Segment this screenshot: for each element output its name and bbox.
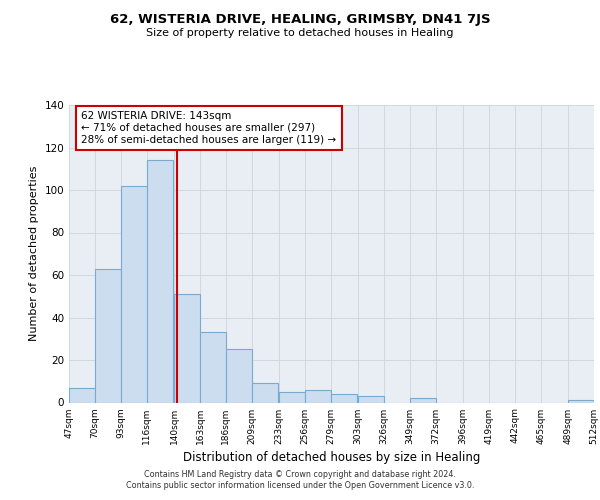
Bar bbox=[95, 268, 121, 402]
Bar bbox=[121, 186, 147, 402]
Bar bbox=[568, 400, 594, 402]
Bar bbox=[410, 398, 436, 402]
Bar bbox=[226, 350, 252, 403]
Text: Size of property relative to detached houses in Healing: Size of property relative to detached ho… bbox=[146, 28, 454, 38]
Bar bbox=[147, 160, 173, 402]
Bar bbox=[252, 384, 278, 402]
Bar bbox=[331, 394, 357, 402]
Text: Contains public sector information licensed under the Open Government Licence v3: Contains public sector information licen… bbox=[126, 481, 474, 490]
Bar bbox=[358, 396, 384, 402]
Y-axis label: Number of detached properties: Number of detached properties bbox=[29, 166, 39, 342]
Text: 62 WISTERIA DRIVE: 143sqm
← 71% of detached houses are smaller (297)
28% of semi: 62 WISTERIA DRIVE: 143sqm ← 71% of detac… bbox=[82, 112, 337, 144]
X-axis label: Distribution of detached houses by size in Healing: Distribution of detached houses by size … bbox=[183, 450, 480, 464]
Bar bbox=[200, 332, 226, 402]
Text: 62, WISTERIA DRIVE, HEALING, GRIMSBY, DN41 7JS: 62, WISTERIA DRIVE, HEALING, GRIMSBY, DN… bbox=[110, 12, 490, 26]
Text: Contains HM Land Registry data © Crown copyright and database right 2024.: Contains HM Land Registry data © Crown c… bbox=[144, 470, 456, 479]
Bar bbox=[305, 390, 331, 402]
Bar bbox=[279, 392, 305, 402]
Bar bbox=[174, 294, 200, 403]
Bar bbox=[69, 388, 95, 402]
